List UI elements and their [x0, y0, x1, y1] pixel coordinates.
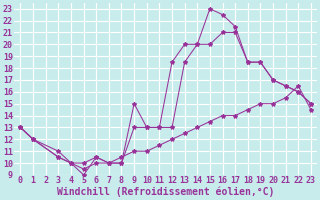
X-axis label: Windchill (Refroidissement éolien,°C): Windchill (Refroidissement éolien,°C) — [57, 187, 274, 197]
